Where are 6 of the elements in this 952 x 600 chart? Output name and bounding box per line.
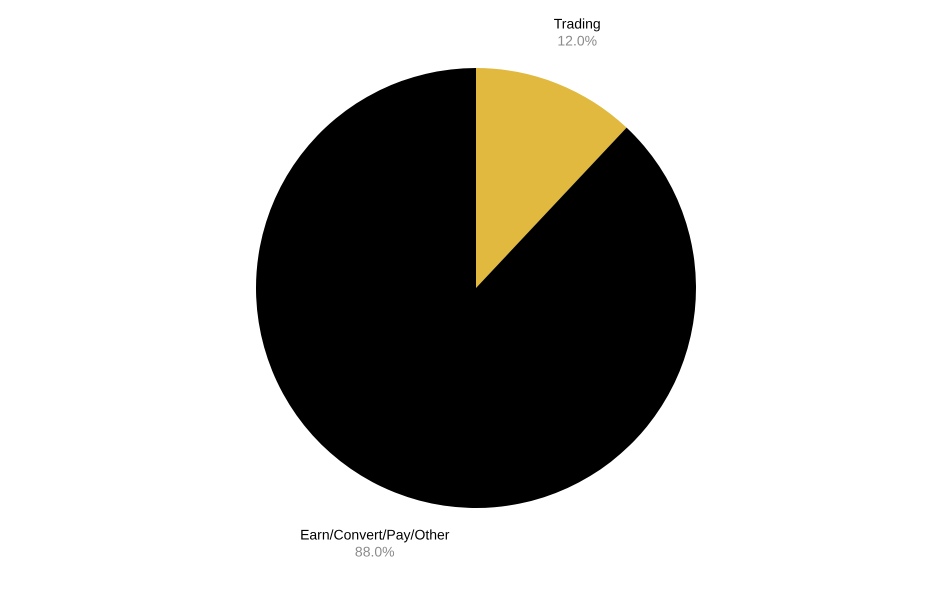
data-label: 12.0% bbox=[557, 32, 598, 48]
slice-label: Trading bbox=[554, 15, 601, 32]
pie-slice bbox=[256, 68, 696, 508]
slice-label: Earn/Convert/Pay/Other bbox=[300, 526, 450, 543]
pie-slice bbox=[476, 68, 627, 288]
data-label: 88.0% bbox=[354, 544, 395, 560]
